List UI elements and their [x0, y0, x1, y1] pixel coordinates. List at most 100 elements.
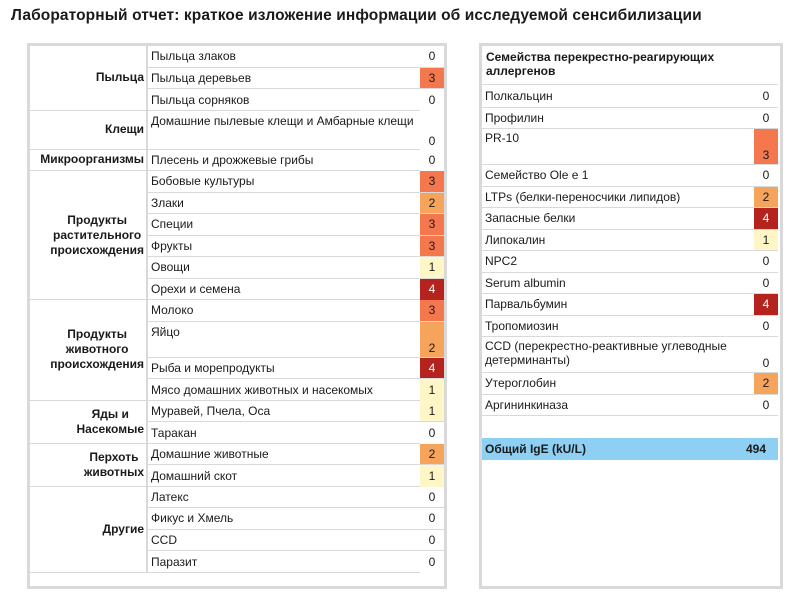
source-group-rows: Муравей, Пчела, Оса 1 Таракан 0	[146, 400, 444, 444]
allergen-name: Домашний скот	[151, 468, 238, 483]
family-name: Семейство Ole e 1	[485, 168, 589, 183]
table-row: Пыльца деревьев 3	[148, 67, 444, 89]
source-group-label-line: происхождения	[50, 357, 144, 372]
source-group: Микроорганизмы Плесень и дрожжевые грибы 0	[30, 149, 444, 171]
table-row: Пыльца злаков 0	[148, 46, 444, 68]
table-row: Специи 3	[148, 214, 444, 236]
source-group: Продукты растительного происхождения Бобовы…	[30, 171, 444, 300]
sensitization-level: 0	[420, 46, 444, 67]
table-row: Плесень и дрожжевые грибы 0	[148, 149, 444, 171]
family-row: Семейство Ole e 1 0	[482, 165, 778, 187]
source-group-label-line: растительного	[52, 227, 142, 242]
allergen-name: Пыльца злаков	[151, 49, 236, 64]
sensitization-level: 1	[420, 465, 444, 487]
family-row: PR-10 3	[482, 129, 778, 165]
source-group-label-line: Пыльца	[95, 70, 144, 85]
allergen-name: Муравей, Пчела, Оса	[151, 403, 271, 418]
sensitization-level: 1	[420, 257, 444, 278]
allergen-name: Домашние пылевые клещи и Амбарные клещи	[151, 113, 414, 128]
source-group-label-line: происхождения	[50, 242, 144, 257]
source-group-label-line: животных	[83, 464, 144, 479]
source-group-label-line: Яды и	[91, 406, 129, 421]
source-group-rows: Бобовые культуры 3 Злаки 2 Специи 3 Фрукты 3 Ово…	[146, 171, 444, 300]
source-group-label-line: Продукты	[67, 212, 127, 227]
sensitization-level: 3	[420, 214, 444, 235]
sensitization-level: 4	[420, 278, 444, 300]
total-ige-value: 494	[745, 441, 766, 456]
family-name: Профилин	[485, 110, 544, 125]
total-ige-row: Общий IgE (kU/L) 494	[482, 437, 778, 460]
table-row: Рыба и морепродукты 4	[148, 357, 444, 379]
source-group-rows: Домашние пылевые клещи и Амбарные клещи 0	[146, 110, 444, 150]
family-row: Аргининкиназа 0	[482, 394, 778, 416]
source-group-label-text: Продукты растительного происхождения	[50, 213, 144, 258]
allergen-name: Специи	[151, 217, 194, 232]
family-name: Serum albumin	[485, 275, 566, 290]
source-group-label: Перхоть животных	[30, 444, 146, 486]
sensitization-level: 0	[420, 486, 444, 507]
allergen-name: Таракан	[151, 425, 197, 440]
allergen-name: Яйцо	[151, 324, 180, 339]
allergen-name: CCD	[151, 532, 177, 547]
sensitization-level: 0	[420, 529, 444, 550]
allergen-name: Пыльца сорняков	[151, 92, 250, 107]
allergen-name: Фикус и Хмель	[151, 511, 234, 526]
source-group-label-line: Клещи	[105, 122, 144, 136]
family-name: Парвальбумин	[485, 297, 568, 312]
allergen-name: Молоко	[151, 303, 194, 318]
family-level: 3	[754, 129, 778, 164]
sensitization-level: 3	[420, 67, 444, 88]
source-group-label-text: Клещи	[105, 122, 144, 137]
family-level: 1	[754, 229, 778, 250]
allergen-name: Овощи	[151, 260, 190, 275]
source-group: Перхоть животных Домашние животные 2 Домашни…	[30, 443, 444, 487]
table-row: Латекс 0	[148, 486, 444, 508]
family-level: 0	[754, 315, 778, 336]
family-row: Serum albumin 0	[482, 272, 778, 294]
sensitization-level: 0	[420, 110, 444, 150]
family-name: Полкальцин	[485, 89, 553, 104]
family-name: CCD (перекрестно-реактивные углеводные д…	[485, 339, 727, 367]
source-group-label: Другие	[30, 487, 146, 572]
table-row: Фикус и Хмель 0	[148, 508, 444, 530]
source-group-label: Клещи	[30, 111, 146, 149]
table-row: Яйцо 2	[148, 321, 444, 358]
family-row: Утероглобин 2	[482, 373, 778, 395]
table-row: Муравей, Пчела, Оса 1	[148, 400, 444, 422]
source-group: Другие Латекс 0 Фикус и Хмель 0 CCD 0 Паразит 0	[30, 486, 444, 573]
allergen-name: Паразит	[151, 554, 198, 569]
sensitization-level: 2	[420, 321, 444, 357]
family-level: 0	[754, 107, 778, 128]
table-row: Орехи и семена 4	[148, 278, 444, 300]
family-name: Аргининкиназа	[485, 397, 569, 412]
allergen-name: Латекс	[151, 489, 189, 504]
family-row: NPC2 0	[482, 251, 778, 273]
table-row: Паразит 0	[148, 551, 444, 573]
source-group-rows: Домашние животные 2 Домашний скот 1	[146, 443, 444, 487]
sensitization-level: 0	[420, 551, 444, 573]
sensitization-level: 1	[420, 379, 444, 401]
table-row: Овощи 1	[148, 257, 444, 279]
family-row: Запасные белки 4	[482, 208, 778, 230]
family-name: PR-10	[485, 131, 520, 145]
source-group-label-line: животного	[65, 342, 129, 357]
families-header: Семейства перекрестно-реагирующих аллерг…	[482, 46, 778, 85]
family-level: 0	[754, 337, 778, 372]
table-row: Злаки 2	[148, 192, 444, 214]
family-level: 2	[754, 186, 778, 207]
table-row: Мясо домашних животных и насекомых 1	[148, 379, 444, 401]
allergen-name: Пыльца деревьев	[151, 70, 252, 85]
source-group-rows: Плесень и дрожжевые грибы 0	[146, 149, 444, 171]
source-group-label: Микроорганизмы	[30, 150, 146, 171]
sensitization-level: 0	[420, 89, 444, 111]
source-group-label: Продукты растительного происхождения	[30, 171, 146, 299]
allergen-name: Бобовые культуры	[151, 174, 255, 189]
source-group-label: Пыльца	[30, 46, 146, 110]
source-group: Яды и Насекомые Муравей, Пчела, Оса 1 Тарака…	[30, 400, 444, 444]
family-name: Тропомиозин	[485, 318, 559, 333]
family-name: Липокалин	[485, 232, 546, 247]
source-group-label-text: Пыльца	[96, 70, 144, 85]
family-level: 0	[754, 165, 778, 186]
family-level: 2	[754, 373, 778, 394]
table-row: Пыльца сорняков 0	[148, 89, 444, 111]
